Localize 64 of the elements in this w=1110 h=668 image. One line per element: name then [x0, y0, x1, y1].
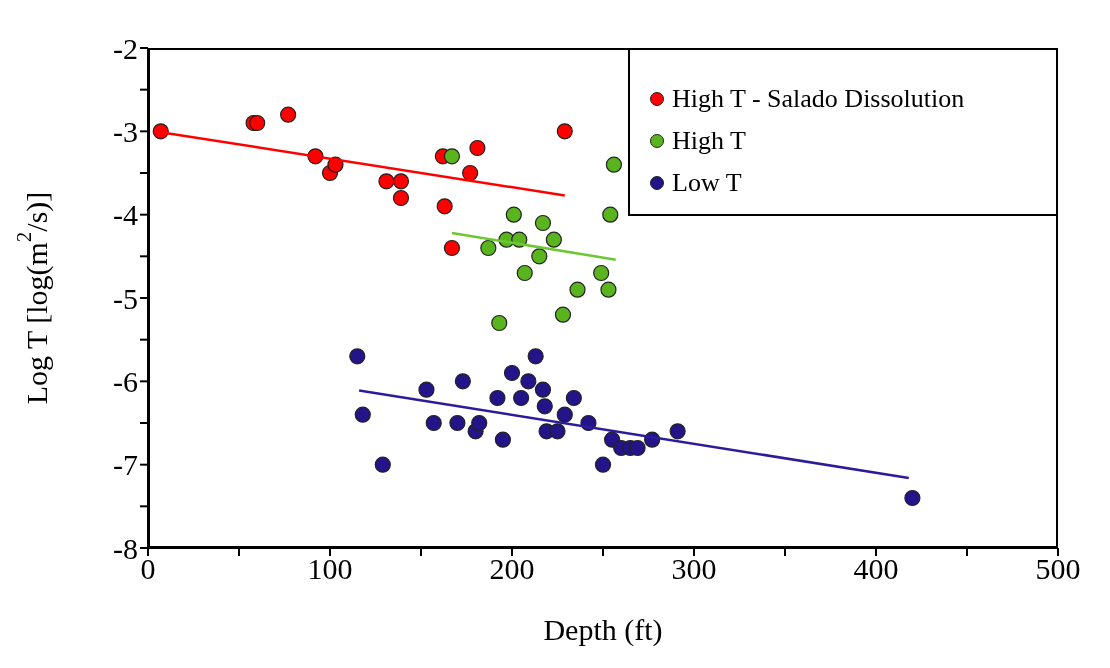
point: [556, 123, 573, 140]
point: [565, 389, 582, 407]
point: [569, 281, 586, 298]
point: [374, 456, 391, 473]
y-tick-label: -6: [113, 364, 138, 398]
point: [669, 423, 686, 440]
point: [520, 373, 537, 390]
point: [600, 281, 617, 298]
point: [454, 373, 471, 390]
point: [436, 198, 453, 215]
point: [527, 348, 544, 365]
point: [354, 406, 371, 423]
point: [489, 389, 506, 407]
point: [503, 364, 521, 382]
point: [418, 381, 435, 398]
point: [629, 439, 646, 457]
x-tick-label: 200: [489, 552, 535, 586]
y-tick-label: -5: [113, 281, 138, 315]
point: [904, 489, 921, 507]
point: [602, 206, 619, 223]
point: [392, 173, 410, 190]
point: [545, 231, 562, 248]
point: [513, 389, 530, 407]
point: [554, 306, 572, 323]
point: [505, 206, 522, 223]
point: [593, 264, 610, 282]
y-tick-label: -2: [113, 31, 138, 65]
legend-label: Low T: [672, 167, 742, 199]
point: [378, 173, 395, 190]
x-axis-title: Depth (ft): [543, 613, 663, 647]
legend-label: High T - Salado Dissolution: [672, 83, 965, 115]
point: [531, 248, 548, 265]
point: [534, 381, 552, 398]
y-tick-label: -7: [113, 448, 138, 482]
x-tick-label: 100: [307, 552, 353, 586]
point: [349, 348, 366, 365]
point: [469, 139, 486, 157]
x-tick-label: 0: [140, 552, 156, 586]
point: [594, 456, 612, 473]
point: [425, 414, 442, 432]
x-tick-label: 500: [1035, 552, 1081, 586]
point: [280, 106, 297, 123]
point: [392, 189, 410, 207]
point: [449, 414, 466, 432]
x-tick-label: 400: [853, 552, 899, 586]
y-tick-label: -4: [113, 198, 138, 232]
point: [443, 148, 461, 165]
point: [536, 398, 553, 415]
point: [480, 239, 497, 257]
point: [494, 431, 511, 448]
point: [549, 423, 566, 440]
point: [556, 406, 573, 423]
y-tick-label: -8: [113, 531, 138, 565]
point: [516, 264, 533, 282]
legend-label: High T: [672, 125, 746, 157]
point: [491, 314, 508, 332]
point: [605, 156, 623, 173]
y-tick-label: -3: [113, 114, 138, 148]
point: [443, 239, 461, 257]
point: [249, 114, 266, 132]
point: [534, 214, 552, 232]
point: [462, 164, 479, 182]
x-tick-label: 300: [671, 552, 717, 586]
point: [471, 414, 488, 432]
